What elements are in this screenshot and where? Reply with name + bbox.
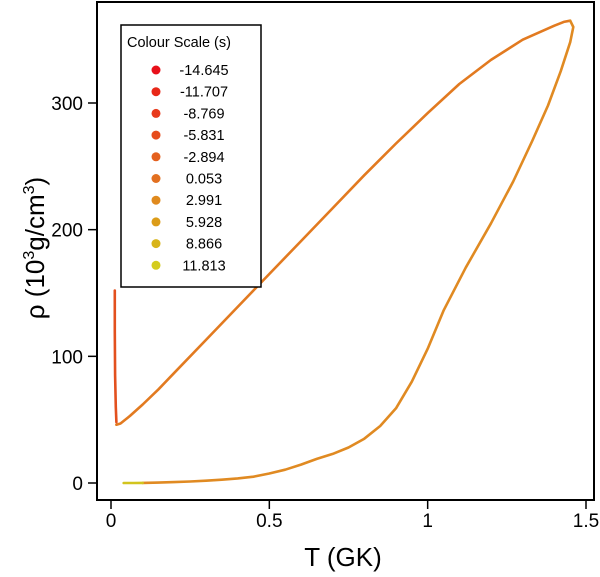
legend-box (120, 24, 262, 288)
legend-marker (151, 87, 161, 97)
legend-label: -5.831 (183, 128, 224, 144)
legend-marker (151, 217, 161, 227)
legend-marker (151, 152, 161, 162)
legend-marker (151, 65, 161, 75)
x-tick-label: 1.5 (573, 511, 599, 532)
legend-marker (151, 174, 161, 183)
series-line-return (141, 19, 575, 485)
series-line-drop (113, 289, 118, 424)
legend-label: -8.769 (183, 106, 224, 122)
x-tick-label: 1 (422, 511, 433, 532)
legend-label: 5.928 (186, 215, 222, 231)
series-layer (113, 19, 575, 485)
x-tick-label: 0 (106, 511, 117, 532)
legend-label: 2.991 (186, 193, 222, 209)
legend-items: -14.645 -11.707 -8.769 -5.831 -2.894 0.053 2.9… (151, 63, 229, 274)
x-axis-title: T (GK) (304, 542, 382, 572)
plot-frame (96, 1, 595, 501)
legend-marker (151, 260, 161, 270)
legend-label: 11.813 (182, 258, 225, 274)
legend-marker (151, 108, 161, 118)
x-axis-ticks: 0 0.5 1 1.5 (106, 500, 599, 532)
x-tick-label: 0.5 (256, 511, 282, 532)
legend-label: -2.894 (183, 150, 224, 166)
legend-marker (151, 195, 161, 205)
legend-label: -14.645 (179, 63, 228, 79)
series-line-expansion (115, 19, 572, 427)
legend-label: -11.707 (180, 85, 228, 101)
y-tick-label: 100 (51, 347, 83, 368)
legend-label: 0.053 (186, 172, 222, 188)
legend-title: Colour Scale (s) (127, 35, 231, 51)
y-tick-label: 200 (51, 221, 83, 242)
legend-marker (151, 239, 161, 249)
y-axis-ticks: 0 100 200 300 (51, 94, 97, 495)
legend-label: 8.866 (186, 237, 222, 253)
y-axis-title: ρ (103g/cm3) (20, 177, 50, 319)
y-tick-label: 300 (51, 94, 83, 115)
legend-marker (151, 130, 161, 140)
legend: Colour Scale (s) -14.645 -11.707 -8.769 -5.… (120, 24, 262, 288)
y-tick-label: 0 (72, 474, 83, 495)
